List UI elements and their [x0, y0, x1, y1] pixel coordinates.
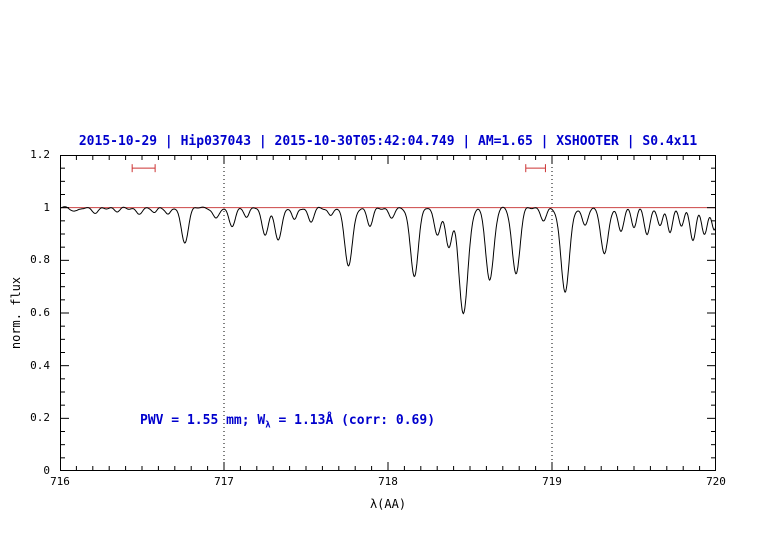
x-tick-label: 720: [706, 475, 726, 488]
plot-frame: [60, 155, 716, 471]
pwv-annotation-suffix: = 1.13Å (corr: 0.69): [270, 413, 436, 428]
x-tick-label: 717: [214, 475, 234, 488]
y-tick-label: 1.2: [30, 148, 50, 161]
x-tick-label: 718: [378, 475, 398, 488]
x-axis-tick-labels: 716 717 718 719 720: [50, 475, 726, 491]
y-axis-label: norm. flux: [9, 276, 23, 350]
y-tick-label: 1: [43, 200, 50, 214]
x-tick-label: 716: [50, 475, 70, 488]
y-tick-label: 0.8: [30, 253, 50, 267]
spectrum-chart: [60, 155, 716, 471]
y-axis-tick-labels: 0 0.2 0.4 0.6 0.8 1 1.2: [0, 148, 54, 477]
pwv-annotation-prefix: PWV = 1.55 mm; W: [140, 413, 266, 428]
y-tick-label: 0.2: [30, 411, 50, 425]
x-tick-label: 719: [542, 475, 562, 488]
y-tick-label: 0: [43, 464, 50, 477]
pwv-annotation: PWV = 1.55 mm; Wλ = 1.13Å (corr: 0.69): [140, 413, 435, 431]
y-tick-label: 0.6: [30, 306, 50, 319]
plot-title: 2015-10-29 | Hip037043 | 2015-10-30T05:4…: [78, 134, 698, 149]
pwv-annotation-lambda-subscript: λ: [265, 420, 271, 431]
y-tick-label: 0.4: [30, 358, 50, 372]
x-axis-label: λ(AA): [369, 497, 407, 511]
spectrum-line: [60, 206, 716, 315]
plot-area: [60, 155, 716, 471]
